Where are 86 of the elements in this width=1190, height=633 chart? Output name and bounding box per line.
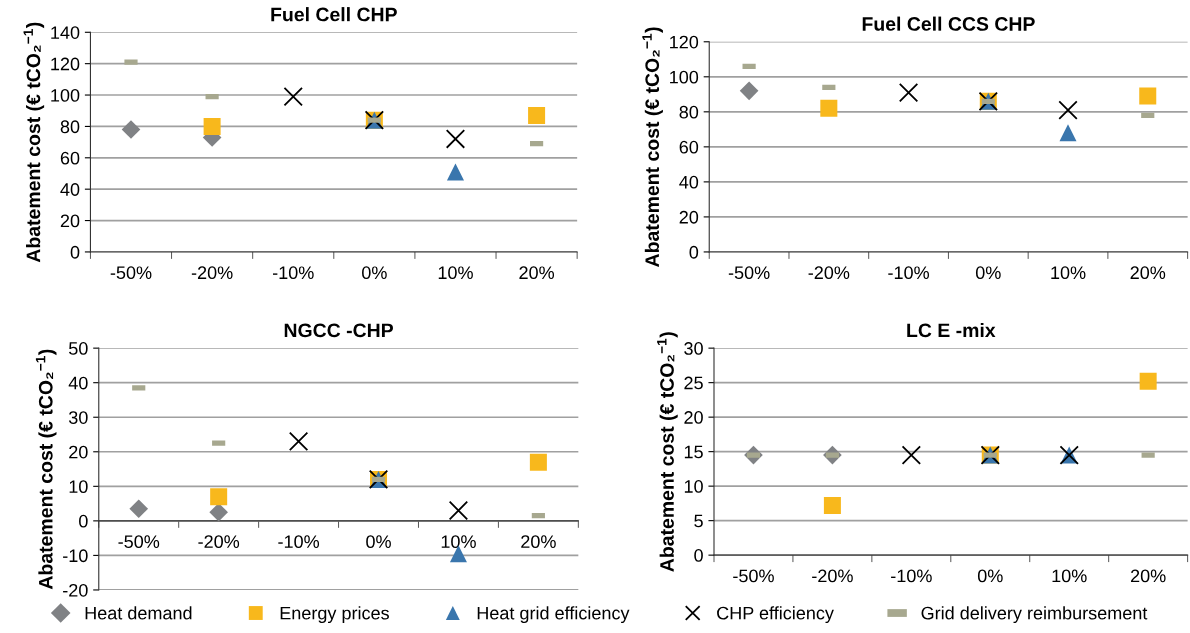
x-tick-label: 0% — [977, 569, 1003, 583]
point — [898, 82, 919, 103]
x-tick-label: 0% — [975, 266, 1001, 280]
x-tick-label: 0% — [366, 535, 391, 549]
point — [823, 496, 841, 514]
y-tick-label: 20 — [684, 411, 703, 424]
point — [820, 99, 838, 117]
x-tick-label: -50% — [110, 266, 152, 280]
y-tick-label: 20 — [60, 214, 80, 228]
point — [739, 81, 759, 101]
y-tick-label: 0 — [689, 245, 699, 259]
y-tick-label: 10 — [684, 480, 703, 493]
y-tick-label: 120 — [51, 57, 80, 71]
y-tick-label: -10 — [63, 549, 88, 563]
point — [901, 445, 922, 465]
chart-title: NGCC -CHP — [284, 323, 393, 338]
point — [209, 502, 228, 522]
x-tick-label: -20% — [808, 266, 850, 280]
x-tick-label: 0% — [362, 266, 387, 280]
y-tick-label: 60 — [679, 140, 699, 154]
y-tick-label: 25 — [684, 376, 703, 390]
chart-title: Fuel Cell CHP — [271, 7, 397, 22]
x-tick-label: 20% — [519, 266, 555, 280]
chart-title: LC E -mix — [907, 322, 996, 338]
y-axis-title: Abatement cost (€ tCO₂$^{−1}$) — [35, 349, 57, 590]
y-tick-label: 20 — [679, 210, 699, 224]
x-tick-label: -10% — [891, 569, 932, 583]
y-tick-label: 15 — [684, 445, 703, 459]
y-tick-label: 60 — [60, 151, 80, 165]
y-tick-label: 140 — [51, 26, 80, 39]
x-tick-label: -20% — [198, 535, 240, 549]
x-tick-label: -50% — [733, 569, 774, 583]
y-tick-label: 40 — [679, 175, 699, 189]
y-tick-label: 100 — [670, 70, 699, 84]
point — [210, 488, 228, 506]
y-tick-label: 40 — [68, 376, 88, 390]
y-tick-label: 30 — [684, 342, 703, 355]
x-tick-label: -20% — [812, 569, 853, 583]
point — [121, 120, 141, 139]
legend-label: Grid delivery reimbursement — [921, 606, 1148, 624]
x-tick-label: 10% — [1052, 569, 1087, 583]
x-tick-label: -50% — [118, 535, 160, 549]
x-tick-label: -20% — [191, 266, 233, 280]
y-tick-label: 0 — [70, 245, 80, 259]
x-tick-label: 20% — [521, 535, 556, 549]
point — [1139, 87, 1157, 105]
x-tick-label: -10% — [888, 266, 929, 280]
y-tick-label: -20 — [63, 583, 88, 597]
point — [288, 431, 309, 452]
y-axis-title: Abatement cost (€ tCO₂$^{−1}$) — [23, 22, 45, 263]
y-tick-label: 80 — [679, 105, 699, 119]
legend-label: Heat grid efficiency — [477, 606, 630, 624]
x-tick-label: 10% — [1051, 266, 1086, 280]
point — [528, 106, 546, 124]
y-tick-label: 5 — [694, 514, 703, 528]
y-tick-label: 80 — [60, 120, 80, 134]
point — [1139, 372, 1157, 390]
legend-label: Heat demand — [85, 606, 192, 620]
point — [203, 117, 221, 135]
x-tick-label: -50% — [728, 266, 770, 280]
x-tick-label: -10% — [272, 266, 314, 280]
point — [1058, 100, 1078, 120]
point — [283, 86, 303, 107]
point — [445, 129, 466, 149]
y-tick-label: 50 — [68, 342, 88, 355]
x-tick-label: 10% — [438, 266, 473, 280]
x-tick-label: 20% — [1130, 266, 1166, 280]
point — [448, 500, 469, 521]
y-tick-label: 10 — [69, 480, 88, 494]
point — [529, 453, 547, 471]
y-axis-title: Abatement cost (€ tCO₂$^{−1}$) — [642, 27, 663, 267]
y-axis-title: Abatement cost (€ tCO₂$^{−1}$) — [657, 332, 678, 572]
y-tick-label: 100 — [51, 88, 80, 102]
point — [129, 499, 149, 519]
chart-title: Fuel Cell CCS CHP — [862, 16, 1035, 31]
y-tick-label: 0 — [694, 549, 703, 562]
legend-label: Energy prices — [280, 606, 389, 624]
y-tick-label: 20 — [69, 445, 88, 459]
y-tick-label: 0 — [79, 514, 88, 528]
x-tick-label: -10% — [278, 535, 320, 549]
legend-label: CHP efficiency — [717, 606, 834, 624]
x-tick-label: 20% — [1130, 569, 1166, 583]
x-tick-label: 10% — [441, 535, 476, 549]
y-tick-label: 120 — [670, 35, 699, 49]
y-tick-label: 30 — [68, 411, 88, 424]
y-tick-label: 40 — [60, 183, 80, 196]
